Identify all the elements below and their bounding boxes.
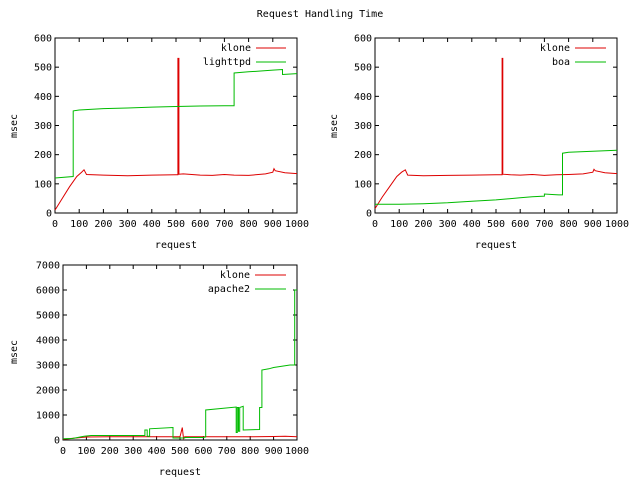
legend-label-lighttpd: lighttpd xyxy=(203,57,251,68)
x-tick-label: 900 xyxy=(265,446,283,457)
y-axis-label: msec xyxy=(9,114,20,138)
y-tick-label: 500 xyxy=(354,63,372,74)
x-tick-label: 100 xyxy=(70,219,88,230)
y-tick-label: 3000 xyxy=(36,361,60,372)
series-line-klone xyxy=(54,57,298,211)
y-tick-label: 4000 xyxy=(36,336,60,347)
x-tick-label: 600 xyxy=(511,219,529,230)
x-tick-label: 200 xyxy=(414,219,432,230)
series-line-boa xyxy=(375,149,618,205)
y-tick-label: 1000 xyxy=(36,411,60,422)
x-tick-label: 500 xyxy=(171,446,189,457)
y-tick-label: 5000 xyxy=(36,311,60,322)
y-tick-label: 6000 xyxy=(36,286,60,297)
y-tick-label: 0 xyxy=(54,436,60,447)
x-tick-label: 800 xyxy=(240,219,258,230)
y-tick-label: 600 xyxy=(354,34,372,45)
x-tick-label: 500 xyxy=(167,219,185,230)
x-tick-label: 1000 xyxy=(285,446,309,457)
y-tick-label: 200 xyxy=(34,150,52,161)
x-tick-label: 400 xyxy=(148,446,166,457)
y-tick-label: 100 xyxy=(34,179,52,190)
x-tick-label: 300 xyxy=(439,219,457,230)
x-tick-label: 300 xyxy=(119,219,137,230)
x-tick-label: 200 xyxy=(101,446,119,457)
series-line-apache2 xyxy=(62,289,297,440)
x-tick-label: 100 xyxy=(390,219,408,230)
x-tick-label: 700 xyxy=(218,446,236,457)
y-axis-label: msec xyxy=(9,340,20,364)
y-tick-label: 300 xyxy=(354,121,372,132)
x-tick-label: 100 xyxy=(77,446,95,457)
x-tick-label: 900 xyxy=(584,219,602,230)
y-tick-label: 600 xyxy=(34,34,52,45)
plot-frame xyxy=(54,37,298,214)
x-axis-label: request xyxy=(159,467,201,478)
x-tick-label: 400 xyxy=(463,219,481,230)
legend-label-klone: klone xyxy=(220,270,250,281)
y-tick-label: 300 xyxy=(34,121,52,132)
x-tick-label: 200 xyxy=(94,219,112,230)
x-tick-label: 300 xyxy=(124,446,142,457)
y-tick-label: 400 xyxy=(34,92,52,103)
x-tick-label: 1000 xyxy=(605,219,629,230)
legend-label-klone: klone xyxy=(540,43,570,54)
x-tick-label: 1000 xyxy=(285,219,309,230)
legend-label-boa: boa xyxy=(552,57,570,68)
x-tick-label: 500 xyxy=(487,219,505,230)
x-tick-label: 700 xyxy=(535,219,553,230)
plot-frame xyxy=(374,37,618,214)
x-tick-label: 0 xyxy=(52,219,58,230)
x-tick-label: 800 xyxy=(241,446,259,457)
plot-frame xyxy=(62,264,298,441)
series-line-lighttpd xyxy=(54,68,298,179)
y-tick-label: 400 xyxy=(354,92,372,103)
x-tick-label: 900 xyxy=(264,219,282,230)
series-line-klone xyxy=(374,57,618,209)
x-axis-label: request xyxy=(475,240,517,251)
y-tick-label: 500 xyxy=(34,63,52,74)
y-axis-label: msec xyxy=(329,114,340,138)
x-tick-label: 0 xyxy=(372,219,378,230)
chart-panel-apache2: request msec klone apache2 0 100 200 300 400… xyxy=(9,261,309,479)
y-tick-label: 2000 xyxy=(36,386,60,397)
chart-panel-boa: request msec klone boa 0 100 200 300 400 500 6… xyxy=(329,34,629,252)
y-tick-label: 200 xyxy=(354,150,372,161)
y-tick-label: 100 xyxy=(354,179,372,190)
x-tick-label: 0 xyxy=(60,446,66,457)
x-tick-label: 800 xyxy=(560,219,578,230)
y-tick-label: 7000 xyxy=(36,261,60,272)
legend-label-klone: klone xyxy=(221,43,251,54)
x-axis-label: request xyxy=(155,240,197,251)
x-tick-label: 700 xyxy=(215,219,233,230)
y-tick-label: 0 xyxy=(366,209,372,220)
x-tick-label: 600 xyxy=(191,219,209,230)
chart-panel-lighttpd: request msec klone lighttpd 0 100 200 300 40… xyxy=(9,34,309,252)
x-tick-label: 400 xyxy=(143,219,161,230)
x-tick-label: 600 xyxy=(194,446,212,457)
legend-label-apache2: apache2 xyxy=(208,284,250,295)
figure-title: Request Handling Time xyxy=(257,9,383,20)
y-tick-label: 0 xyxy=(46,209,52,220)
